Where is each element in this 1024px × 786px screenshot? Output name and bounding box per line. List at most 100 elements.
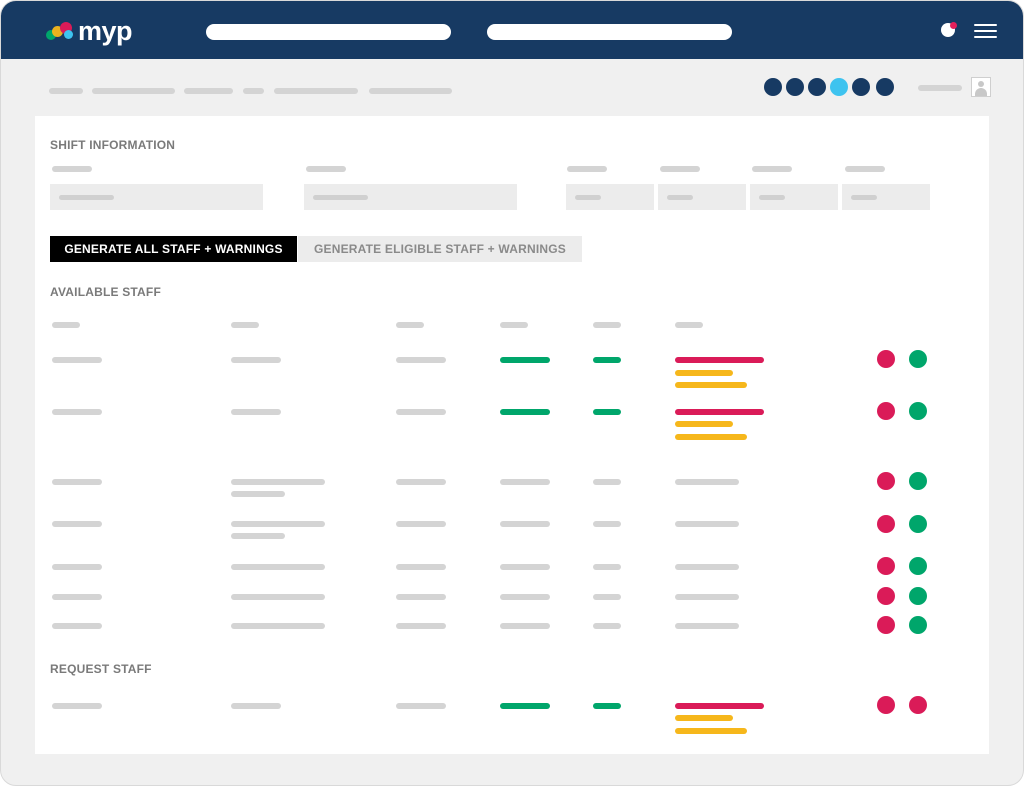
myp-logo[interactable]: myp	[46, 16, 133, 46]
cell-placeholder	[231, 594, 325, 600]
available-staff-title: AVAILABLE STAFF	[50, 285, 161, 299]
column-header[interactable]	[52, 322, 80, 328]
cell-placeholder	[52, 357, 102, 363]
accept-dot-icon[interactable]	[909, 515, 927, 533]
accept-dot-icon[interactable]	[909, 402, 927, 420]
top-search-field-2[interactable]	[487, 24, 732, 40]
cell-placeholder	[675, 521, 739, 527]
user-avatar-icon[interactable]	[971, 77, 991, 97]
shift-information-title: SHIFT INFORMATION	[50, 138, 176, 152]
column-header[interactable]	[231, 322, 259, 328]
cell-placeholder	[52, 703, 102, 709]
breadcrumb-item[interactable]	[92, 88, 175, 94]
shift-field-3[interactable]	[566, 184, 654, 210]
cell-placeholder	[396, 594, 446, 600]
cell-placeholder	[675, 479, 739, 485]
field-label	[306, 166, 346, 172]
cell-placeholder	[52, 623, 102, 629]
reject-dot-icon[interactable]	[909, 696, 927, 714]
reject-dot-icon[interactable]	[877, 350, 895, 368]
warning-bar-yellow	[675, 728, 747, 734]
main-card	[35, 116, 989, 754]
step-dot-current[interactable]	[830, 78, 848, 96]
cell-placeholder	[396, 357, 446, 363]
step-dot[interactable]	[764, 78, 782, 96]
cell-placeholder	[231, 357, 281, 363]
reject-dot-icon[interactable]	[877, 402, 895, 420]
step-dot[interactable]	[852, 78, 870, 96]
accept-dot-icon[interactable]	[909, 616, 927, 634]
logo-text: myp	[78, 16, 133, 46]
cell-placeholder	[52, 409, 102, 415]
status-bar-green	[593, 357, 621, 363]
top-navigation-bar: myp	[1, 1, 1023, 59]
reject-dot-icon[interactable]	[877, 587, 895, 605]
cell-placeholder	[675, 564, 739, 570]
cell-placeholder	[593, 479, 621, 485]
cell-placeholder	[231, 564, 325, 570]
step-dot[interactable]	[808, 78, 826, 96]
breadcrumb-item[interactable]	[274, 88, 358, 94]
top-search-field-1[interactable]	[206, 24, 451, 40]
cell-placeholder	[396, 409, 446, 415]
cell-placeholder	[396, 623, 446, 629]
warning-bar-yellow	[675, 715, 733, 721]
reject-dot-icon[interactable]	[877, 616, 895, 634]
cell-placeholder	[396, 564, 446, 570]
warning-bar-yellow	[675, 434, 747, 440]
column-header[interactable]	[396, 322, 424, 328]
cell-placeholder	[500, 564, 550, 570]
cell-placeholder	[396, 521, 446, 527]
generate-eligible-staff-button[interactable]: GENERATE ELIGIBLE STAFF + WARNINGS	[298, 236, 582, 262]
cell-placeholder	[500, 623, 550, 629]
status-bar-green	[593, 409, 621, 415]
reject-dot-icon[interactable]	[877, 696, 895, 714]
accept-dot-icon[interactable]	[909, 557, 927, 575]
breadcrumb-item[interactable]	[369, 88, 452, 94]
breadcrumb-item[interactable]	[243, 88, 264, 94]
cell-placeholder	[52, 594, 102, 600]
cell-placeholder	[500, 521, 550, 527]
step-dot[interactable]	[786, 78, 804, 96]
column-header[interactable]	[593, 322, 621, 328]
warning-bar-red	[675, 703, 764, 709]
generate-all-staff-button[interactable]: GENERATE ALL STAFF + WARNINGS	[50, 236, 297, 262]
warning-bar-yellow	[675, 382, 747, 388]
cell-placeholder	[231, 703, 281, 709]
breadcrumb-item[interactable]	[49, 88, 83, 94]
shift-field-5[interactable]	[750, 184, 838, 210]
notification-dot-icon[interactable]	[941, 22, 957, 39]
cell-placeholder	[231, 409, 281, 415]
warning-bar-red	[675, 409, 764, 415]
column-header[interactable]	[675, 322, 703, 328]
reject-dot-icon[interactable]	[877, 472, 895, 490]
cell-placeholder	[593, 623, 621, 629]
accept-dot-icon[interactable]	[909, 472, 927, 490]
cell-placeholder	[500, 479, 550, 485]
field-label	[845, 166, 885, 172]
cell-placeholder	[231, 521, 325, 527]
reject-dot-icon[interactable]	[877, 557, 895, 575]
cell-placeholder	[231, 533, 285, 539]
status-bar-green	[500, 409, 550, 415]
cell-placeholder	[593, 594, 621, 600]
column-header[interactable]	[500, 322, 528, 328]
field-label	[660, 166, 700, 172]
cell-placeholder	[231, 479, 325, 485]
hamburger-menu-icon[interactable]	[974, 23, 998, 39]
status-bar-green	[500, 703, 550, 709]
cell-placeholder	[396, 703, 446, 709]
accept-dot-icon[interactable]	[909, 587, 927, 605]
breadcrumb-item[interactable]	[184, 88, 233, 94]
step-dot[interactable]	[876, 78, 894, 96]
cell-placeholder	[500, 594, 550, 600]
shift-field-1[interactable]	[50, 184, 263, 210]
field-label	[567, 166, 607, 172]
accept-dot-icon[interactable]	[909, 350, 927, 368]
cell-placeholder	[396, 479, 446, 485]
shift-field-2[interactable]	[304, 184, 517, 210]
shift-field-6[interactable]	[842, 184, 930, 210]
reject-dot-icon[interactable]	[877, 515, 895, 533]
shift-field-4[interactable]	[658, 184, 746, 210]
cell-placeholder	[231, 491, 285, 497]
